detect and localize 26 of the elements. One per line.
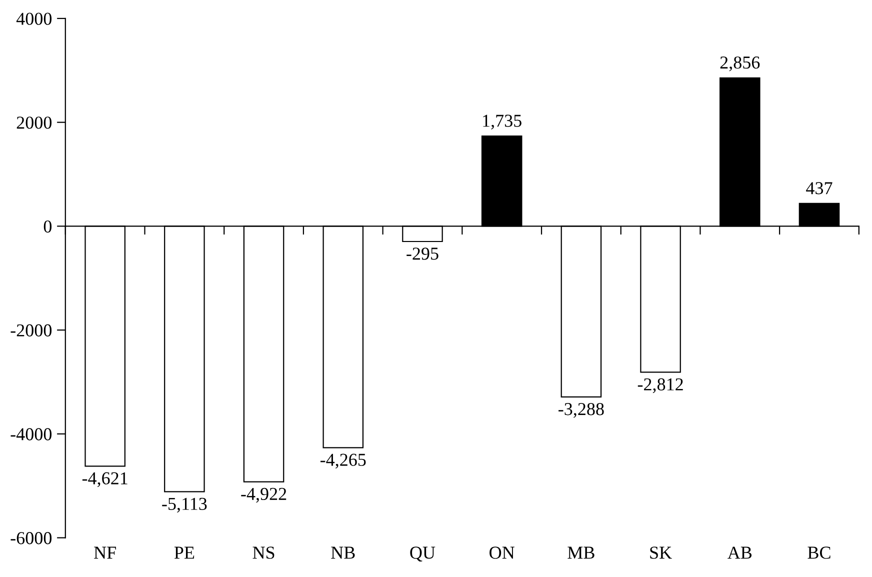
y-tick-label: 4000 [16, 12, 52, 25]
x-tick-label: NB [331, 546, 355, 559]
data-label: -4,621 [82, 472, 128, 488]
x-tick-label: BC [808, 546, 830, 559]
x-tick-label: PE [174, 546, 194, 559]
x-tick-label: QU [410, 546, 436, 562]
data-label: -4,265 [320, 454, 366, 469]
y-tick-label: -2000 [10, 324, 52, 336]
x-tick-label: ON [490, 546, 514, 559]
data-label: -5,113 [162, 498, 207, 513]
x-tick-label: NS [252, 546, 274, 559]
x-tick-label: AB [728, 546, 752, 559]
data-label: -2,812 [638, 378, 683, 394]
y-tick-label: -4000 [10, 428, 52, 440]
y-tick-label: -6000 [10, 532, 52, 544]
y-tick-label: 2000 [16, 116, 52, 129]
data-label: -4,922 [241, 488, 286, 503]
data-label: -3,288 [558, 403, 604, 418]
data-label: 2,856 [720, 56, 760, 72]
x-tick-label: MB [568, 546, 594, 559]
x-tick-label: NF [94, 546, 116, 559]
data-label: -295 [406, 248, 438, 260]
y-tick-label: 0 [44, 220, 52, 233]
x-tick-label: SK [650, 546, 672, 559]
data-label: 1,735 [483, 114, 522, 130]
data-label: 437 [806, 182, 832, 194]
